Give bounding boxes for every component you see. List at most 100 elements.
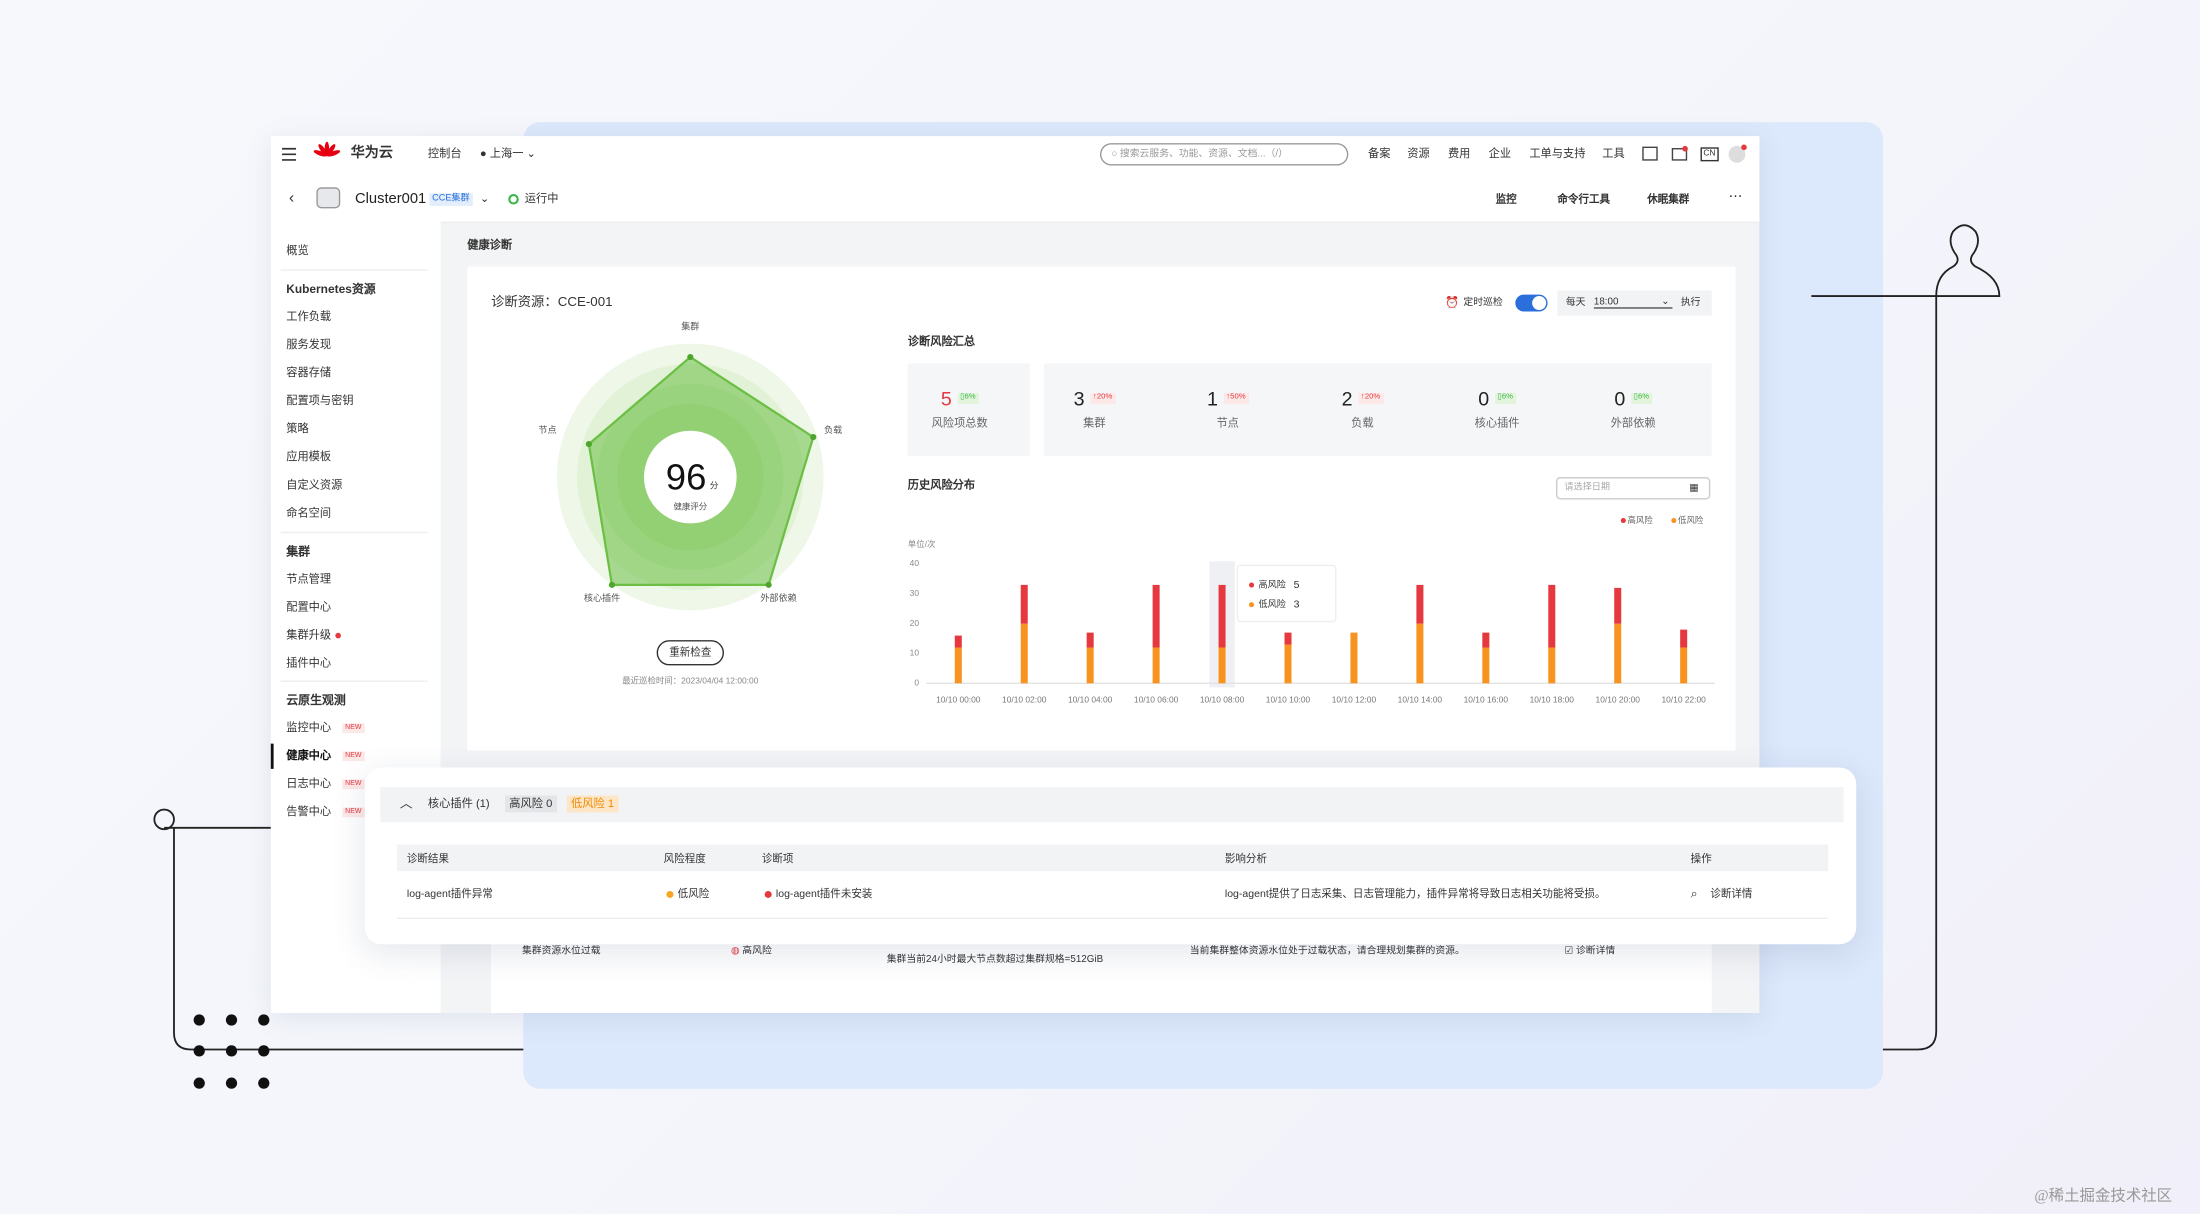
- cluster-action[interactable]: 休眠集群: [1647, 192, 1690, 206]
- bg-cell: 当前集群整体资源水位处于过载状态，请合理规划集群的资源。: [1189, 946, 1465, 957]
- x-tick-label: 10/10 14:00: [1398, 694, 1443, 704]
- language[interactable]: CN: [1700, 147, 1719, 162]
- collapse[interactable]: ︿: [399, 796, 413, 811]
- nav-item[interactable]: 配置中心: [286, 600, 332, 614]
- cluster-action[interactable]: 监控: [1495, 192, 1517, 206]
- radar-label: 外部依赖: [760, 592, 796, 603]
- summary-change: ↑20%: [1090, 393, 1116, 404]
- radar-label: 节点: [538, 425, 556, 435]
- cluster-icon: [316, 187, 341, 209]
- nav-item[interactable]: 告警中心: [286, 805, 332, 818]
- cluster-action[interactable]: 命令行工具: [1557, 192, 1611, 206]
- logo: [313, 141, 341, 157]
- legend-swatch: [1671, 518, 1677, 524]
- summary-change-text: 6%: [964, 393, 976, 402]
- nav-item[interactable]: 集群升级: [286, 628, 332, 642]
- bg-action: 诊断详情: [1575, 946, 1616, 957]
- summary-item: 1 ↑50%: [1207, 389, 1249, 408]
- history-chart: 0 10 20 30 40 10/10 00:00 10/10 02:00 10/10 04:…: [910, 515, 1715, 704]
- more[interactable]: ⋯: [1728, 189, 1743, 205]
- nav-item[interactable]: 配置项与密钥: [286, 394, 354, 407]
- mail-icon[interactable]: [1671, 145, 1688, 163]
- bg-cell: 集群资源水位过载: [521, 946, 601, 957]
- top-link[interactable]: 资源: [1407, 147, 1430, 160]
- summary-label: 风险项总数: [931, 416, 988, 430]
- nav-item[interactable]: 工作负载: [286, 310, 332, 323]
- score-label: 健康评分: [673, 503, 708, 513]
- bar-segment: [1548, 584, 1556, 648]
- bar-segment: [1284, 644, 1292, 684]
- nav-item[interactable]: 监控中心: [286, 721, 332, 734]
- summary-value: 0: [1478, 387, 1490, 410]
- nav-item[interactable]: 应用模板: [286, 450, 332, 464]
- nav-divider: [280, 680, 428, 682]
- nav-item[interactable]: 节点管理: [286, 572, 332, 586]
- row-divider: [397, 917, 1829, 920]
- top-link[interactable]: 工具: [1602, 147, 1625, 160]
- bg-cell[interactable]: ☑ 诊断详情: [1564, 946, 1616, 957]
- legend-label: 高风险: [1628, 515, 1654, 525]
- bar-segment: [1020, 584, 1028, 624]
- summary-item: 0 ▯6%: [1478, 387, 1516, 410]
- watermark: @稀土掘金技术社区: [2034, 1187, 2173, 1205]
- top-link[interactable]: 费用: [1447, 147, 1471, 160]
- search-box[interactable]: [1099, 143, 1349, 166]
- nav-badge: NEW: [342, 779, 365, 790]
- nav-item[interactable]: 策略: [286, 422, 309, 435]
- page-title: 健康诊断: [467, 238, 513, 252]
- bg-cell: 集群当前24小时最大节点数超过集群规格=512GiB: [886, 954, 1104, 965]
- tooltip-dot: [1249, 582, 1255, 588]
- x-tick-label: 10/10 12:00: [1332, 694, 1377, 704]
- top-link[interactable]: 工单与支持: [1529, 147, 1586, 160]
- status-icon: [508, 193, 519, 205]
- top-link[interactable]: 备案: [1367, 147, 1391, 160]
- nav-item[interactable]: 健康中心: [286, 749, 332, 762]
- terminal-icon[interactable]: [1642, 146, 1659, 163]
- time[interactable]: 18:00: [1593, 297, 1673, 309]
- nav-item[interactable]: 插件中心: [286, 656, 332, 670]
- avatar[interactable]: [1727, 144, 1747, 165]
- schedule-label: 定时巡检: [1463, 298, 1503, 308]
- nav-item[interactable]: 服务发现: [286, 338, 332, 351]
- recheck-button[interactable]: 重新检查: [656, 640, 724, 665]
- region[interactable]: ● 上海一 ⌄: [479, 147, 536, 160]
- diagnosis-resource: 诊断资源：CCE-001: [491, 294, 613, 311]
- summary-change: ▯6%: [1494, 393, 1516, 404]
- summary-box: [1043, 363, 1712, 456]
- nav-item[interactable]: 自定义资源: [286, 478, 343, 492]
- nav-item[interactable]: 命名空间: [286, 506, 332, 520]
- bar-segment: [954, 647, 962, 684]
- tooltip-value: 3: [1294, 599, 1300, 611]
- summary-label: 集群: [1083, 416, 1106, 430]
- status-dot: [764, 890, 772, 898]
- cell: log-agent插件异常: [406, 887, 493, 900]
- radar-point: [687, 353, 694, 361]
- back[interactable]: ‹: [289, 190, 295, 207]
- cluster-switch[interactable]: ⌄: [479, 192, 490, 205]
- run[interactable]: 执行: [1680, 298, 1701, 308]
- menu-icon[interactable]: [281, 147, 309, 164]
- bar-segment: [1614, 587, 1622, 624]
- nav-item[interactable]: 概览: [286, 244, 309, 257]
- summary-change-text: 20%: [1096, 393, 1113, 402]
- top-link[interactable]: 企业: [1488, 147, 1512, 160]
- issue-group-header[interactable]: [380, 787, 1844, 823]
- bg-cell: ◍ 高风险: [730, 946, 772, 957]
- column-header: 影响分析: [1224, 852, 1267, 865]
- cell[interactable]: 诊断详情: [1710, 887, 1753, 900]
- y-tick-label: 20: [910, 618, 920, 628]
- calendar-icon: ▦: [1689, 483, 1699, 494]
- bar-segment: [1020, 623, 1028, 684]
- cell: log-agent插件未安装: [775, 887, 873, 900]
- bar-segment: [1680, 647, 1688, 684]
- date-picker[interactable]: [1555, 477, 1711, 500]
- bg-risk: 高风险: [742, 946, 772, 957]
- schedule-toggle[interactable]: [1515, 294, 1548, 312]
- history-title: 历史风险分布: [907, 478, 976, 492]
- nav-item[interactable]: 日志中心: [286, 777, 332, 790]
- clock-icon: ⏰: [1445, 296, 1460, 309]
- console-link[interactable]: 控制台: [427, 147, 462, 160]
- summary-change: ↑50%: [1223, 393, 1249, 404]
- nav-item[interactable]: 容器存储: [286, 366, 332, 379]
